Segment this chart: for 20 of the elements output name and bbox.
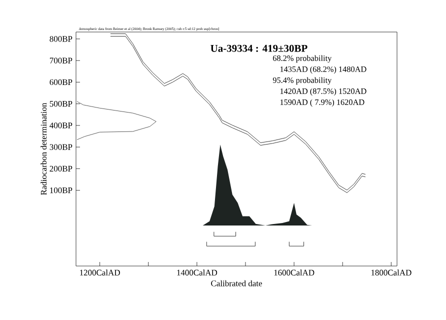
x-tick-label: 1600CalAD [274, 270, 314, 276]
annotation: 1420AD (87.5%) 1520AD [280, 88, 366, 96]
annotation: 95.4% probability [272, 77, 332, 85]
x-axis-title: Calibrated date [211, 280, 262, 286]
x-tick-label: 1400CalAD [177, 270, 218, 276]
annotation: 1435AD (68.2%) 1480AD [280, 66, 366, 74]
text: Ua-39334 : 419±30BP [210, 44, 308, 52]
x-tick-label: 1800CalAD [371, 270, 412, 276]
y-tick-label: 500BP [50, 100, 72, 107]
y-tick-label: 100BP [50, 187, 72, 194]
y-tick-label: 200BP [50, 166, 72, 172]
annotation: 68.2% probability [273, 55, 332, 63]
annotation: 1590AD ( 7.9%) 1620AD [280, 99, 364, 107]
y-tick-label: 600BP [50, 79, 72, 86]
y-tick-label: 300BP [50, 144, 72, 150]
y-tick-label: 800BP [50, 36, 72, 42]
y-axis-title: Radiocarbon determination [40, 102, 47, 195]
y-tick-label: 400BP [50, 122, 72, 128]
y-tick-label: 700BP [50, 58, 72, 64]
x-tick-label: 1200CalAD [80, 270, 120, 276]
